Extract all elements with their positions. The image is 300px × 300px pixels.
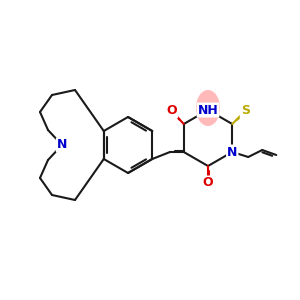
Text: N: N <box>227 146 237 158</box>
Text: S: S <box>241 104 250 118</box>
Text: O: O <box>203 176 213 190</box>
Text: O: O <box>167 104 177 118</box>
Ellipse shape <box>196 90 220 126</box>
Text: N: N <box>57 139 67 152</box>
Text: NH: NH <box>198 103 218 116</box>
